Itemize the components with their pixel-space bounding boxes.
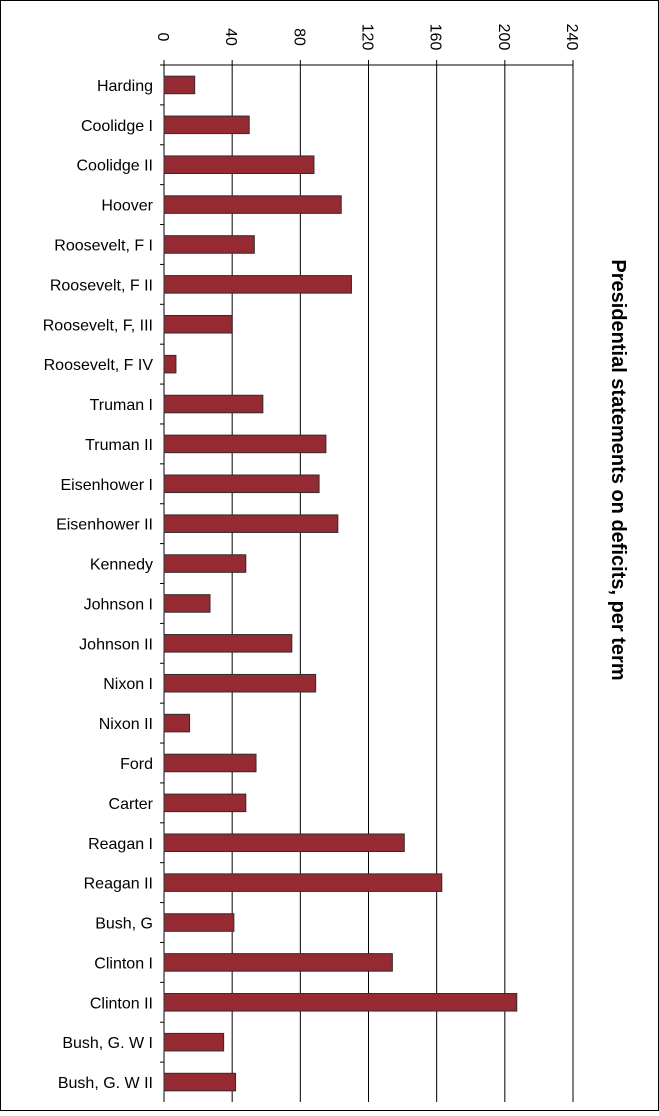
- tick-label: 120: [359, 24, 376, 51]
- category-label: Hoover: [101, 198, 153, 215]
- bar: [163, 474, 320, 494]
- bar: [163, 394, 264, 414]
- category-label: Roosevelt, F II: [50, 277, 153, 294]
- bar: [163, 833, 405, 853]
- bar: [163, 434, 327, 454]
- category-label: Coolidge II: [77, 158, 154, 175]
- bar: [163, 115, 250, 135]
- category-label: Roosevelt, F, III: [43, 317, 153, 334]
- bars: [163, 75, 518, 1092]
- category-label: Carter: [109, 796, 154, 813]
- bar: [163, 793, 247, 813]
- category-label: Nixon I: [103, 676, 153, 693]
- bar: [163, 354, 177, 374]
- bar: [163, 713, 191, 733]
- category-label: Clinton I: [94, 955, 153, 972]
- category-label: Harding: [97, 78, 153, 95]
- bar: [163, 913, 235, 932]
- bar: [163, 953, 393, 972]
- bar: [163, 594, 211, 613]
- category-label: Truman II: [85, 437, 153, 454]
- bar: [163, 1032, 225, 1052]
- category-label: Bush, G. W I: [62, 1035, 153, 1052]
- category-label: Roosevelt, F IV: [44, 357, 154, 374]
- tick-label: 240: [563, 24, 580, 51]
- bar: [163, 155, 315, 174]
- category-label: Bush, G: [95, 916, 153, 933]
- bar: [163, 275, 352, 294]
- value-axis-ticks: 0 40 80 120 160 200 240: [154, 24, 580, 65]
- category-label: Roosevelt, F I: [54, 237, 153, 254]
- bar: [163, 314, 233, 334]
- bar: [163, 1072, 237, 1092]
- category-label: Ford: [120, 756, 153, 773]
- chart-title: Presidential statements on deficits, per…: [607, 259, 629, 680]
- tick-label: 200: [495, 24, 512, 51]
- bar: [163, 873, 443, 892]
- category-labels: Harding Coolidge I Coolidge II Hoover Roosev…: [43, 78, 154, 1092]
- tick-label: 0: [154, 33, 171, 42]
- category-label: Coolidge I: [81, 118, 153, 135]
- category-label: Johnson II: [79, 636, 153, 653]
- bar: [163, 634, 293, 653]
- bar: [163, 554, 247, 573]
- category-label: Clinton II: [90, 995, 153, 1012]
- tick-label: 40: [222, 28, 239, 46]
- category-label: Reagan II: [84, 876, 153, 893]
- category-label: Eisenhower I: [61, 477, 154, 494]
- category-label: Bush, G. W II: [58, 1075, 153, 1092]
- bar: [163, 75, 196, 95]
- bar: [163, 753, 257, 773]
- category-label: Kennedy: [90, 557, 153, 574]
- category-label: Johnson I: [84, 596, 153, 613]
- bar: [163, 993, 518, 1012]
- bar: [163, 514, 339, 533]
- bar: [163, 235, 255, 254]
- category-label: Truman I: [90, 397, 153, 414]
- tick-label: 160: [427, 24, 444, 51]
- category-label: Eisenhower II: [56, 517, 153, 534]
- bar: [163, 195, 342, 214]
- tick-label: 80: [290, 28, 307, 46]
- category-label: Nixon II: [99, 716, 153, 733]
- bar: [163, 673, 317, 693]
- category-label: Reagan I: [88, 836, 153, 853]
